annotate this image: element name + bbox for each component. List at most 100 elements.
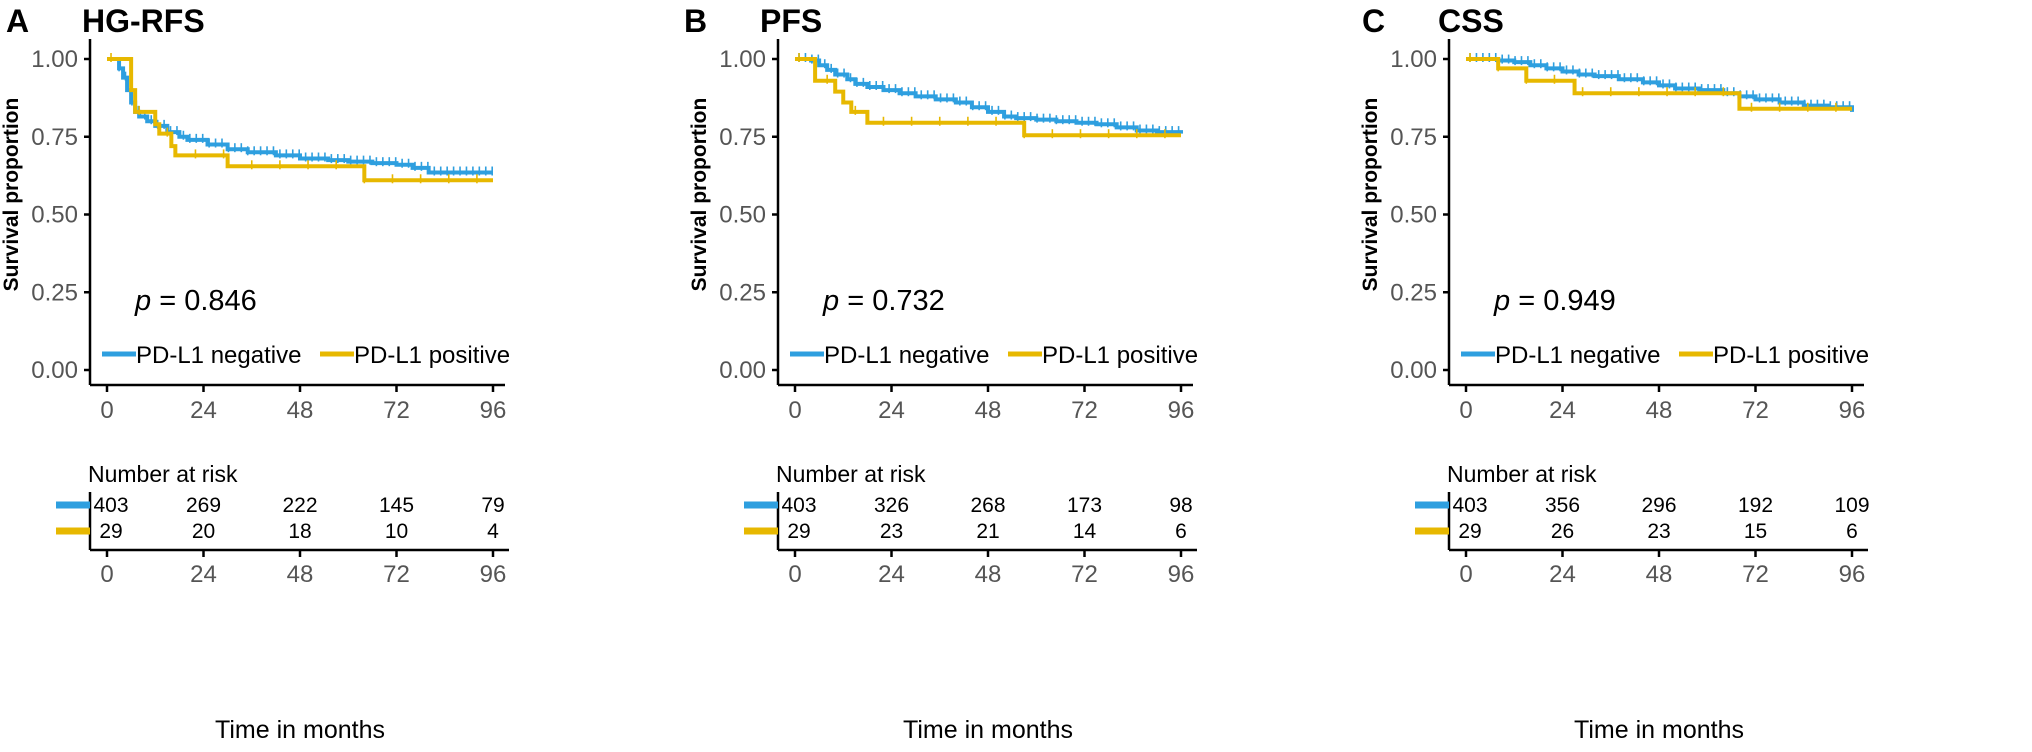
- survival-curve-negative: [115, 57, 493, 175]
- panel-title: CSS: [1438, 3, 1504, 39]
- p-symbol: p: [1493, 285, 1510, 317]
- km-chart-b: B PFS Survival proportion 0.00 0.25 0.50 0.75 1…: [684, 3, 1198, 744]
- risk-value-negative: 222: [282, 494, 317, 517]
- y-axis-label: Survival proportion: [688, 98, 711, 292]
- panel-c: C CSS Survival proportion 0.00 0.25 0.50 0.75 1…: [1356, 0, 2032, 752]
- x-tick-label: 24: [190, 397, 217, 424]
- x-tick-label: 48: [287, 397, 314, 424]
- y-tick-label: 0.00: [1390, 357, 1437, 384]
- risk-x-tick-label: 0: [788, 561, 801, 588]
- survival-curve-negative: [1466, 57, 1854, 112]
- risk-value-negative: 296: [1641, 494, 1676, 517]
- x-tick-label: 0: [788, 397, 801, 424]
- legend-label-positive: PD-L1 positive: [1042, 342, 1198, 369]
- y-tick-label: 0.00: [719, 357, 766, 384]
- panel-title: HG-RFS: [82, 3, 205, 39]
- panel-a: A HG-RFS Survival proportion 0.00 0.25 0.50 0.…: [0, 0, 680, 752]
- x-axis-label: Time in months: [903, 716, 1073, 744]
- p-value-number: = 0.732: [839, 285, 945, 317]
- p-value-number: = 0.846: [151, 285, 257, 317]
- km-chart-a: A HG-RFS Survival proportion 0.00 0.25 0.50 0.…: [0, 3, 510, 744]
- censor-marks-positive: [798, 53, 1166, 139]
- risk-value-positive: 15: [1744, 520, 1767, 543]
- risk-value-negative: 145: [379, 494, 414, 517]
- risk-value-positive: 23: [1647, 520, 1670, 543]
- y-axis-label: Survival proportion: [0, 98, 23, 292]
- risk-value-negative: 79: [481, 494, 504, 517]
- y-tick-label: 1.00: [31, 46, 78, 73]
- risk-value-positive: 29: [787, 520, 810, 543]
- censor-marks-positive: [1469, 53, 1837, 112]
- risk-x-tick-label: 72: [383, 561, 410, 588]
- censor-marks-negative: [798, 53, 1180, 136]
- risk-table: Number at risk 403 326 268 173 98 29 23 21 14 6 0 24…: [744, 461, 1197, 588]
- x-tick-label: 72: [1071, 397, 1098, 424]
- y-tick-label: 0.75: [31, 124, 78, 151]
- panel-b: B PFS Survival proportion 0.00 0.25 0.50 0.75 1…: [678, 0, 1358, 752]
- risk-value-negative: 269: [186, 494, 221, 517]
- risk-value-positive: 29: [99, 520, 122, 543]
- x-tick-label: 72: [1742, 397, 1769, 424]
- x-tick-label: 48: [975, 397, 1002, 424]
- x-axis-label: Time in months: [1574, 716, 1744, 744]
- risk-value-negative: 356: [1545, 494, 1580, 517]
- risk-x-tick-label: 24: [190, 561, 217, 588]
- x-tick-label: 24: [1549, 397, 1576, 424]
- survival-curve-positive: [795, 57, 1181, 138]
- risk-x-tick-label: 48: [975, 561, 1002, 588]
- p-value-number: = 0.949: [1510, 285, 1616, 317]
- y-tick-label: 0.50: [1390, 202, 1437, 229]
- x-tick-label: 48: [1646, 397, 1673, 424]
- risk-x-tick-label: 72: [1071, 561, 1098, 588]
- y-tick-label: 1.00: [1390, 46, 1437, 73]
- risk-value-positive: 20: [192, 520, 215, 543]
- risk-value-negative: 403: [93, 494, 128, 517]
- p-value: p = 0.949: [1493, 285, 1616, 317]
- risk-value-positive: 23: [880, 520, 903, 543]
- p-value: p = 0.732: [822, 285, 945, 317]
- censor-marks-positive: [110, 53, 478, 184]
- risk-x-tick-label: 96: [1168, 561, 1195, 588]
- risk-x-tick-label: 0: [100, 561, 113, 588]
- km-chart-c: C CSS Survival proportion 0.00 0.25 0.50 0.75 1…: [1359, 3, 1870, 744]
- x-tick-label: 96: [1839, 397, 1866, 424]
- risk-value-negative: 403: [781, 494, 816, 517]
- legend-label-positive: PD-L1 positive: [1713, 342, 1869, 369]
- risk-table-title: Number at risk: [88, 461, 238, 487]
- legend: PD-L1 negative PD-L1 positive: [102, 342, 510, 369]
- risk-value-positive: 21: [976, 520, 999, 543]
- risk-x-tick-label: 0: [1459, 561, 1472, 588]
- risk-x-tick-label: 48: [1646, 561, 1673, 588]
- risk-value-positive: 14: [1073, 520, 1097, 543]
- legend: PD-L1 negative PD-L1 positive: [790, 342, 1198, 369]
- x-tick-label: 72: [383, 397, 410, 424]
- legend-label-negative: PD-L1 negative: [136, 342, 301, 369]
- risk-value-negative: 403: [1452, 494, 1487, 517]
- risk-table-title: Number at risk: [776, 461, 926, 487]
- x-tick-label: 96: [480, 397, 507, 424]
- survival-curve-positive: [107, 57, 493, 183]
- legend-label-negative: PD-L1 negative: [824, 342, 989, 369]
- risk-table-title: Number at risk: [1447, 461, 1597, 487]
- y-tick-label: 1.00: [719, 46, 766, 73]
- legend: PD-L1 negative PD-L1 positive: [1461, 342, 1869, 369]
- y-tick-label: 0.25: [1390, 279, 1437, 306]
- panel-letter: A: [6, 3, 29, 39]
- risk-table: Number at risk 403 356 296 192 109 29 26 23 15 6 0 2…: [1415, 461, 1870, 588]
- risk-value-positive: 26: [1551, 520, 1574, 543]
- risk-value-negative: 326: [874, 494, 909, 517]
- survival-curve-negative: [795, 57, 1183, 135]
- y-tick-label: 0.25: [719, 279, 766, 306]
- risk-x-tick-label: 48: [287, 561, 314, 588]
- y-tick-label: 0.25: [31, 279, 78, 306]
- p-symbol: p: [134, 285, 151, 317]
- y-tick-label: 0.75: [1390, 124, 1437, 151]
- x-tick-label: 96: [1168, 397, 1195, 424]
- risk-x-tick-label: 96: [480, 561, 507, 588]
- risk-table: Number at risk 403 269 222 145 79 29 20 18 10 4 0 24…: [56, 461, 509, 588]
- x-axis-label: Time in months: [215, 716, 385, 744]
- risk-value-positive: 10: [385, 520, 408, 543]
- x-tick-label: 0: [1459, 397, 1472, 424]
- x-tick-label: 0: [100, 397, 113, 424]
- risk-value-negative: 98: [1169, 494, 1192, 517]
